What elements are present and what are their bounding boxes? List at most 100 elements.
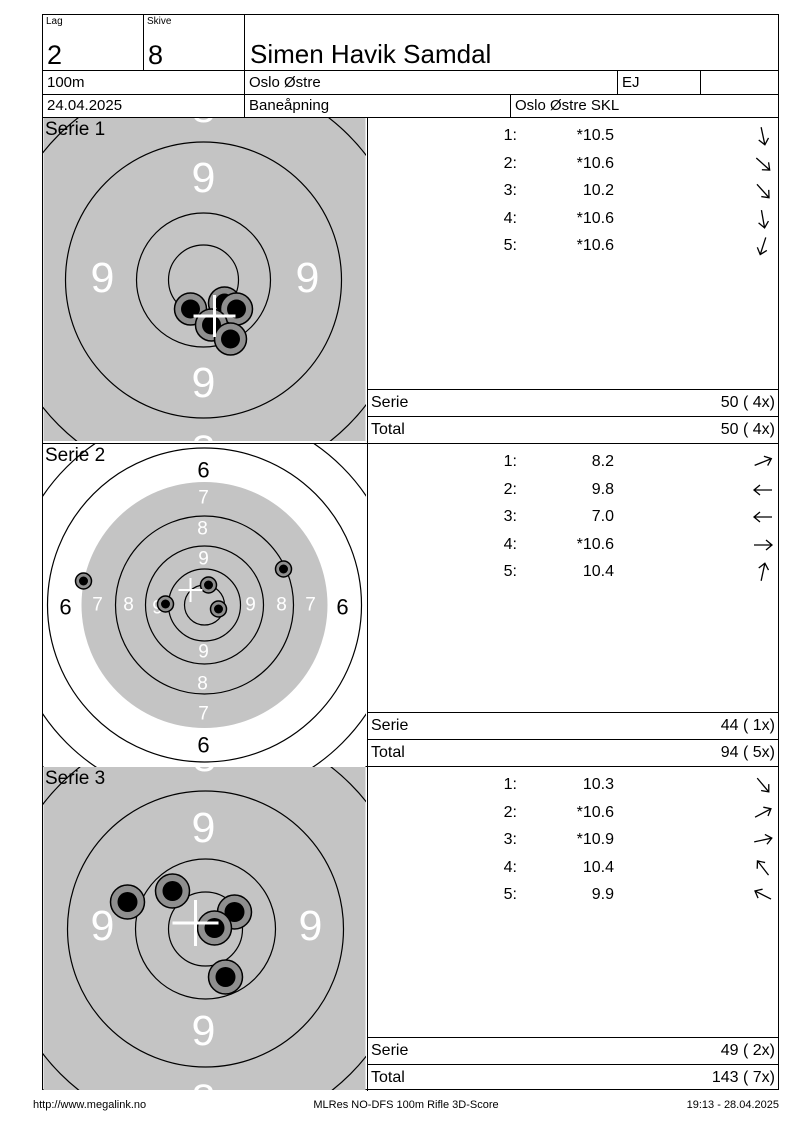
shot-direction: [751, 152, 775, 186]
date-value: 24.04.2025: [47, 97, 123, 114]
shot-value: *10.6: [576, 209, 614, 227]
ring-number-label: 9: [91, 902, 115, 950]
ring-number-label: 7: [198, 488, 209, 509]
total-sum-value: 143 ( 7x): [711, 1069, 775, 1086]
shot-direction-arrow-icon: [756, 859, 770, 875]
shot-direction-arrow-icon: [758, 209, 770, 229]
ring-number-label: 9: [192, 804, 216, 852]
shot-row: 1: 10.3: [369, 771, 778, 799]
shot-number: 1:: [503, 453, 517, 470]
shot-direction-arrow-icon: [754, 888, 772, 900]
shot-direction-arrow-icon: [754, 539, 774, 550]
ring-number-label: 8: [192, 427, 216, 441]
shot-value: *10.9: [576, 831, 614, 848]
report-table: Lag 2 Skive 8 Simen Havik Samdal 100m Os…: [42, 14, 779, 1091]
total-sum-label: Total: [371, 1069, 405, 1086]
target-scores-divider: [366, 767, 368, 1091]
total-sum-value: 50 ( 4x): [720, 420, 775, 438]
ring-number-label: 9: [198, 642, 209, 663]
target-scores-divider: [366, 444, 368, 766]
serie-sum-value: 50 ( 4x): [720, 393, 775, 411]
serie-sum-label: Serie: [371, 716, 409, 734]
ring-number-label: 8: [193, 767, 217, 781]
serie-sum-value: 49 ( 2x): [720, 1042, 775, 1059]
shot-number: 5:: [503, 563, 517, 580]
shot-value: 7.0: [591, 508, 614, 525]
shot-row: 2: *10.6: [369, 150, 778, 178]
total-sum-label: Total: [371, 743, 405, 761]
shot-direction-arrow-icon: [756, 777, 770, 793]
ring-number-label: 7: [198, 704, 209, 725]
shot-scores-list: 1: 10.3 2: *10.6 3: *10.9 4: 10.4 5: 9.9: [369, 767, 778, 1091]
shot-number: 3:: [503, 182, 517, 199]
serie-sum-row: Serie 49 ( 2x): [368, 1037, 778, 1064]
shot-direction-arrow-icon: [758, 127, 770, 146]
shot-scores-list: 1: *10.5 2: *10.6 3: 10.2 4: *10.6 5: *10.6: [369, 118, 778, 443]
shot-number: 1:: [503, 127, 517, 144]
shot-row: 3: *10.9: [369, 826, 778, 854]
lag-value: 2: [47, 40, 63, 70]
shot-row: 5: 10.4: [369, 558, 778, 586]
shot-value: *10.6: [576, 237, 614, 254]
shot-number: 2:: [503, 154, 517, 172]
shot-direction: [751, 450, 775, 484]
ring-number-label: 8: [276, 595, 287, 616]
shot-direction-arrow-icon: [754, 455, 773, 466]
skive-cell: Skive 8: [144, 15, 245, 71]
ring-number-label: 9: [192, 359, 216, 407]
shot-value: 9.9: [591, 886, 614, 903]
mean-point-cross: [193, 295, 236, 337]
shot-row: 2: *10.6: [369, 799, 778, 827]
shot-row: 1: 8.2: [369, 448, 778, 476]
ring-number-label: 8: [197, 674, 208, 695]
serie-sum-label: Serie: [371, 1042, 409, 1059]
shot-direction-arrow-icon: [754, 833, 773, 845]
shot-direction: [751, 560, 775, 594]
shot-direction: [751, 801, 775, 835]
shot-number: 2:: [503, 480, 517, 498]
shot-value: *10.5: [576, 127, 614, 144]
total-sum-row: Total 94 ( 5x): [368, 738, 778, 766]
shot-direction: [751, 478, 775, 512]
total-sum-row: Total 143 ( 7x): [368, 1064, 778, 1091]
shot-number: 2:: [503, 803, 517, 821]
shot-row: 1: *10.5: [369, 122, 778, 150]
serie-section: 9 9 9 9 8 8 Serie 1 1: *10.5 2: *10.6 3: 10.2 4: *10…: [43, 118, 778, 444]
target-image: 9 9 9 9 8 8: [43, 767, 366, 1090]
shot-value: 10.4: [582, 858, 614, 876]
shot-direction: [751, 124, 775, 158]
serie-title: Serie 1: [45, 119, 106, 140]
serie-sum-value: 44 ( 1x): [720, 716, 775, 734]
skive-label: Skive: [147, 16, 172, 27]
ring-number-label: 9: [198, 549, 209, 570]
shot-row: 4: *10.6: [369, 531, 778, 559]
shot-value: 10.3: [582, 776, 614, 793]
ring-number-label: 7: [305, 595, 316, 616]
ring-number-label: 9: [192, 1007, 216, 1055]
serie-sum-row: Serie 50 ( 4x): [368, 388, 778, 416]
shot-number: 3:: [503, 508, 517, 525]
ring-number-label: 7: [92, 595, 103, 616]
ring-number-label: 9: [296, 254, 320, 302]
event-value: Baneåpning: [249, 97, 330, 114]
total-sum-row: Total 50 ( 4x): [368, 415, 778, 443]
ring-number-label: 9: [245, 595, 256, 616]
shot-row: 3: 10.2: [369, 177, 778, 205]
serie-sum-label: Serie: [371, 393, 409, 411]
official-value: EJ: [622, 74, 640, 91]
skive-value: 8: [148, 40, 164, 70]
empty-cell: [701, 71, 778, 95]
report-footer: http://www.megalink.no MLRes NO-DFS 100m…: [33, 1099, 779, 1111]
serie-title: Serie 3: [45, 768, 106, 789]
footer-program: MLRes NO-DFS 100m Rifle 3D-Score: [313, 1099, 499, 1111]
shot-scores-list: 1: 8.2 2: 9.8 3: 7.0 4: *10.6 5: 10.4: [369, 444, 778, 766]
shooter-name: Simen Havik Samdal: [250, 39, 492, 69]
ring-number-label: 6: [197, 458, 209, 483]
total-sum-label: Total: [371, 420, 405, 438]
target-image: 9 9 9 9 8 8: [43, 118, 366, 441]
shot-row: 2: 9.8: [369, 476, 778, 504]
serie-section: 9 9 9 9 8 8 Serie 3 1: 10.3 2: *10.6 3: *10.9 4: 10.…: [43, 767, 778, 1091]
mean-point-cross: [178, 578, 203, 602]
date-cell: 24.04.2025: [43, 95, 245, 118]
